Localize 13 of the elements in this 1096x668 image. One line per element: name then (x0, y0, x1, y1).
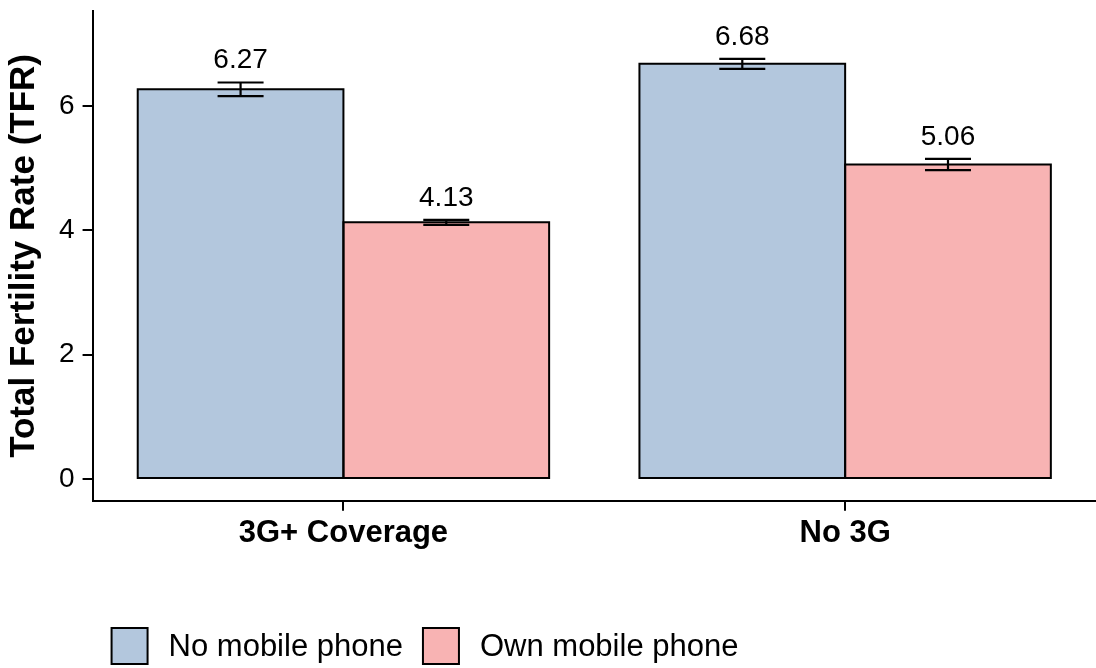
y-axis-title: Total Fertility Rate (TFR) (1, 53, 41, 458)
data-label: 5.06 (920, 119, 976, 151)
data-label: 4.13 (419, 180, 474, 212)
legend-label: Own mobile phone (479, 627, 739, 663)
data-label: 6.27 (213, 43, 268, 75)
legend-label: No mobile phone (168, 627, 403, 663)
y-tick-label: 2 (58, 337, 75, 369)
data-label: 6.68 (715, 19, 770, 51)
y-tick-label: 6 (58, 88, 75, 120)
y-tick-label: 4 (58, 213, 75, 245)
x-tick-label: No 3G (799, 513, 891, 549)
x-tick-label: 3G+ Coverage (238, 513, 449, 549)
y-tick-label: 0 (58, 461, 75, 493)
